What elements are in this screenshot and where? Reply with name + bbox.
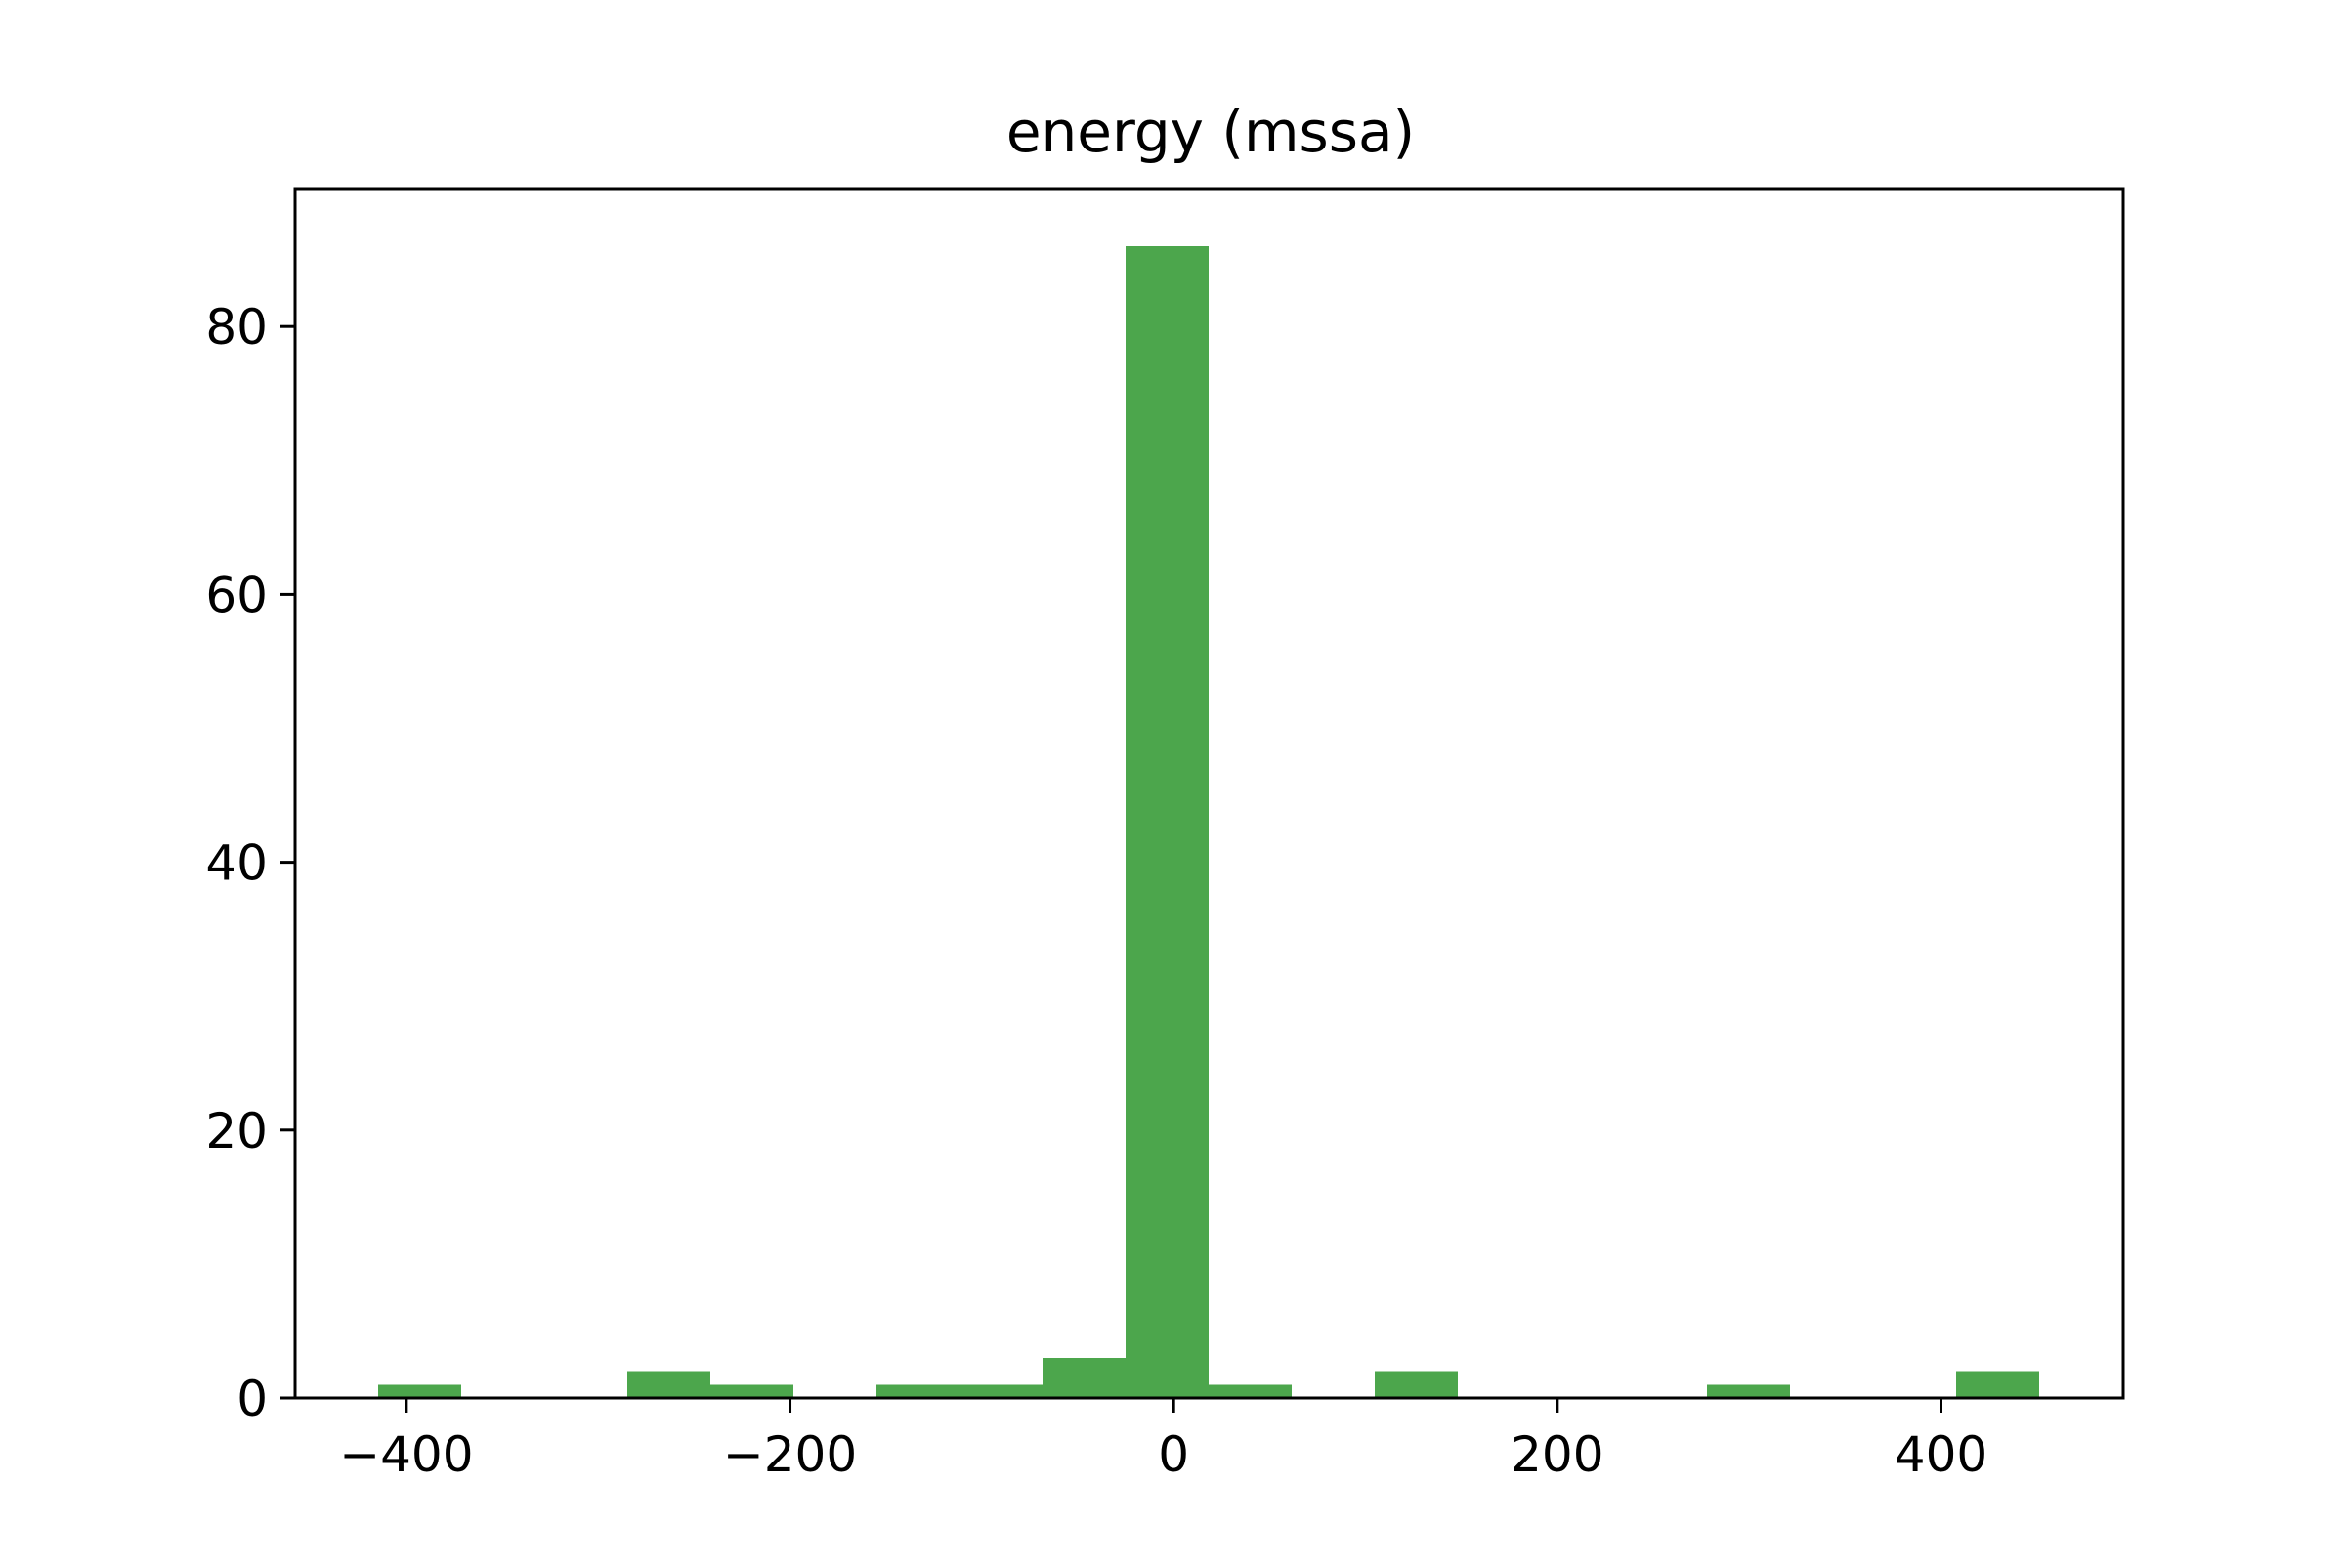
chart-title: energy (mssa) [1006,99,1415,165]
histogram-bar-12 [1375,1371,1459,1398]
y-tick-label-0: 0 [236,1371,268,1427]
histogram-bar-10 [1209,1384,1293,1398]
plot-frame [293,187,2125,1400]
x-tick-label-3: 200 [1511,1426,1603,1483]
histogram-bar-9 [1126,246,1210,1398]
x-tick-label-1: −200 [723,1426,857,1483]
histogram-bar-3 [627,1371,710,1398]
y-tick-label-1: 20 [205,1103,268,1160]
histogram-bar-19 [1956,1371,2040,1398]
x-tick-label-4: 400 [1895,1426,1987,1483]
histogram-bar-6 [876,1384,960,1398]
histogram-bar-8 [1043,1357,1127,1398]
y-tick-label-4: 80 [205,299,268,356]
x-tick-label-0: −400 [339,1426,473,1483]
x-tick-label-2: 0 [1158,1426,1189,1483]
histogram-bar-0 [378,1384,461,1398]
histogram-bar-16 [1707,1384,1791,1398]
y-tick-label-2: 40 [205,835,268,892]
y-tick-label-3: 60 [205,567,268,623]
histogram-bar-4 [710,1384,793,1398]
histogram-bar-7 [959,1384,1044,1398]
ticks-layer: −400 −200 0 200 400 0 20 40 60 80 [205,299,1987,1483]
bars-layer [378,246,2040,1398]
